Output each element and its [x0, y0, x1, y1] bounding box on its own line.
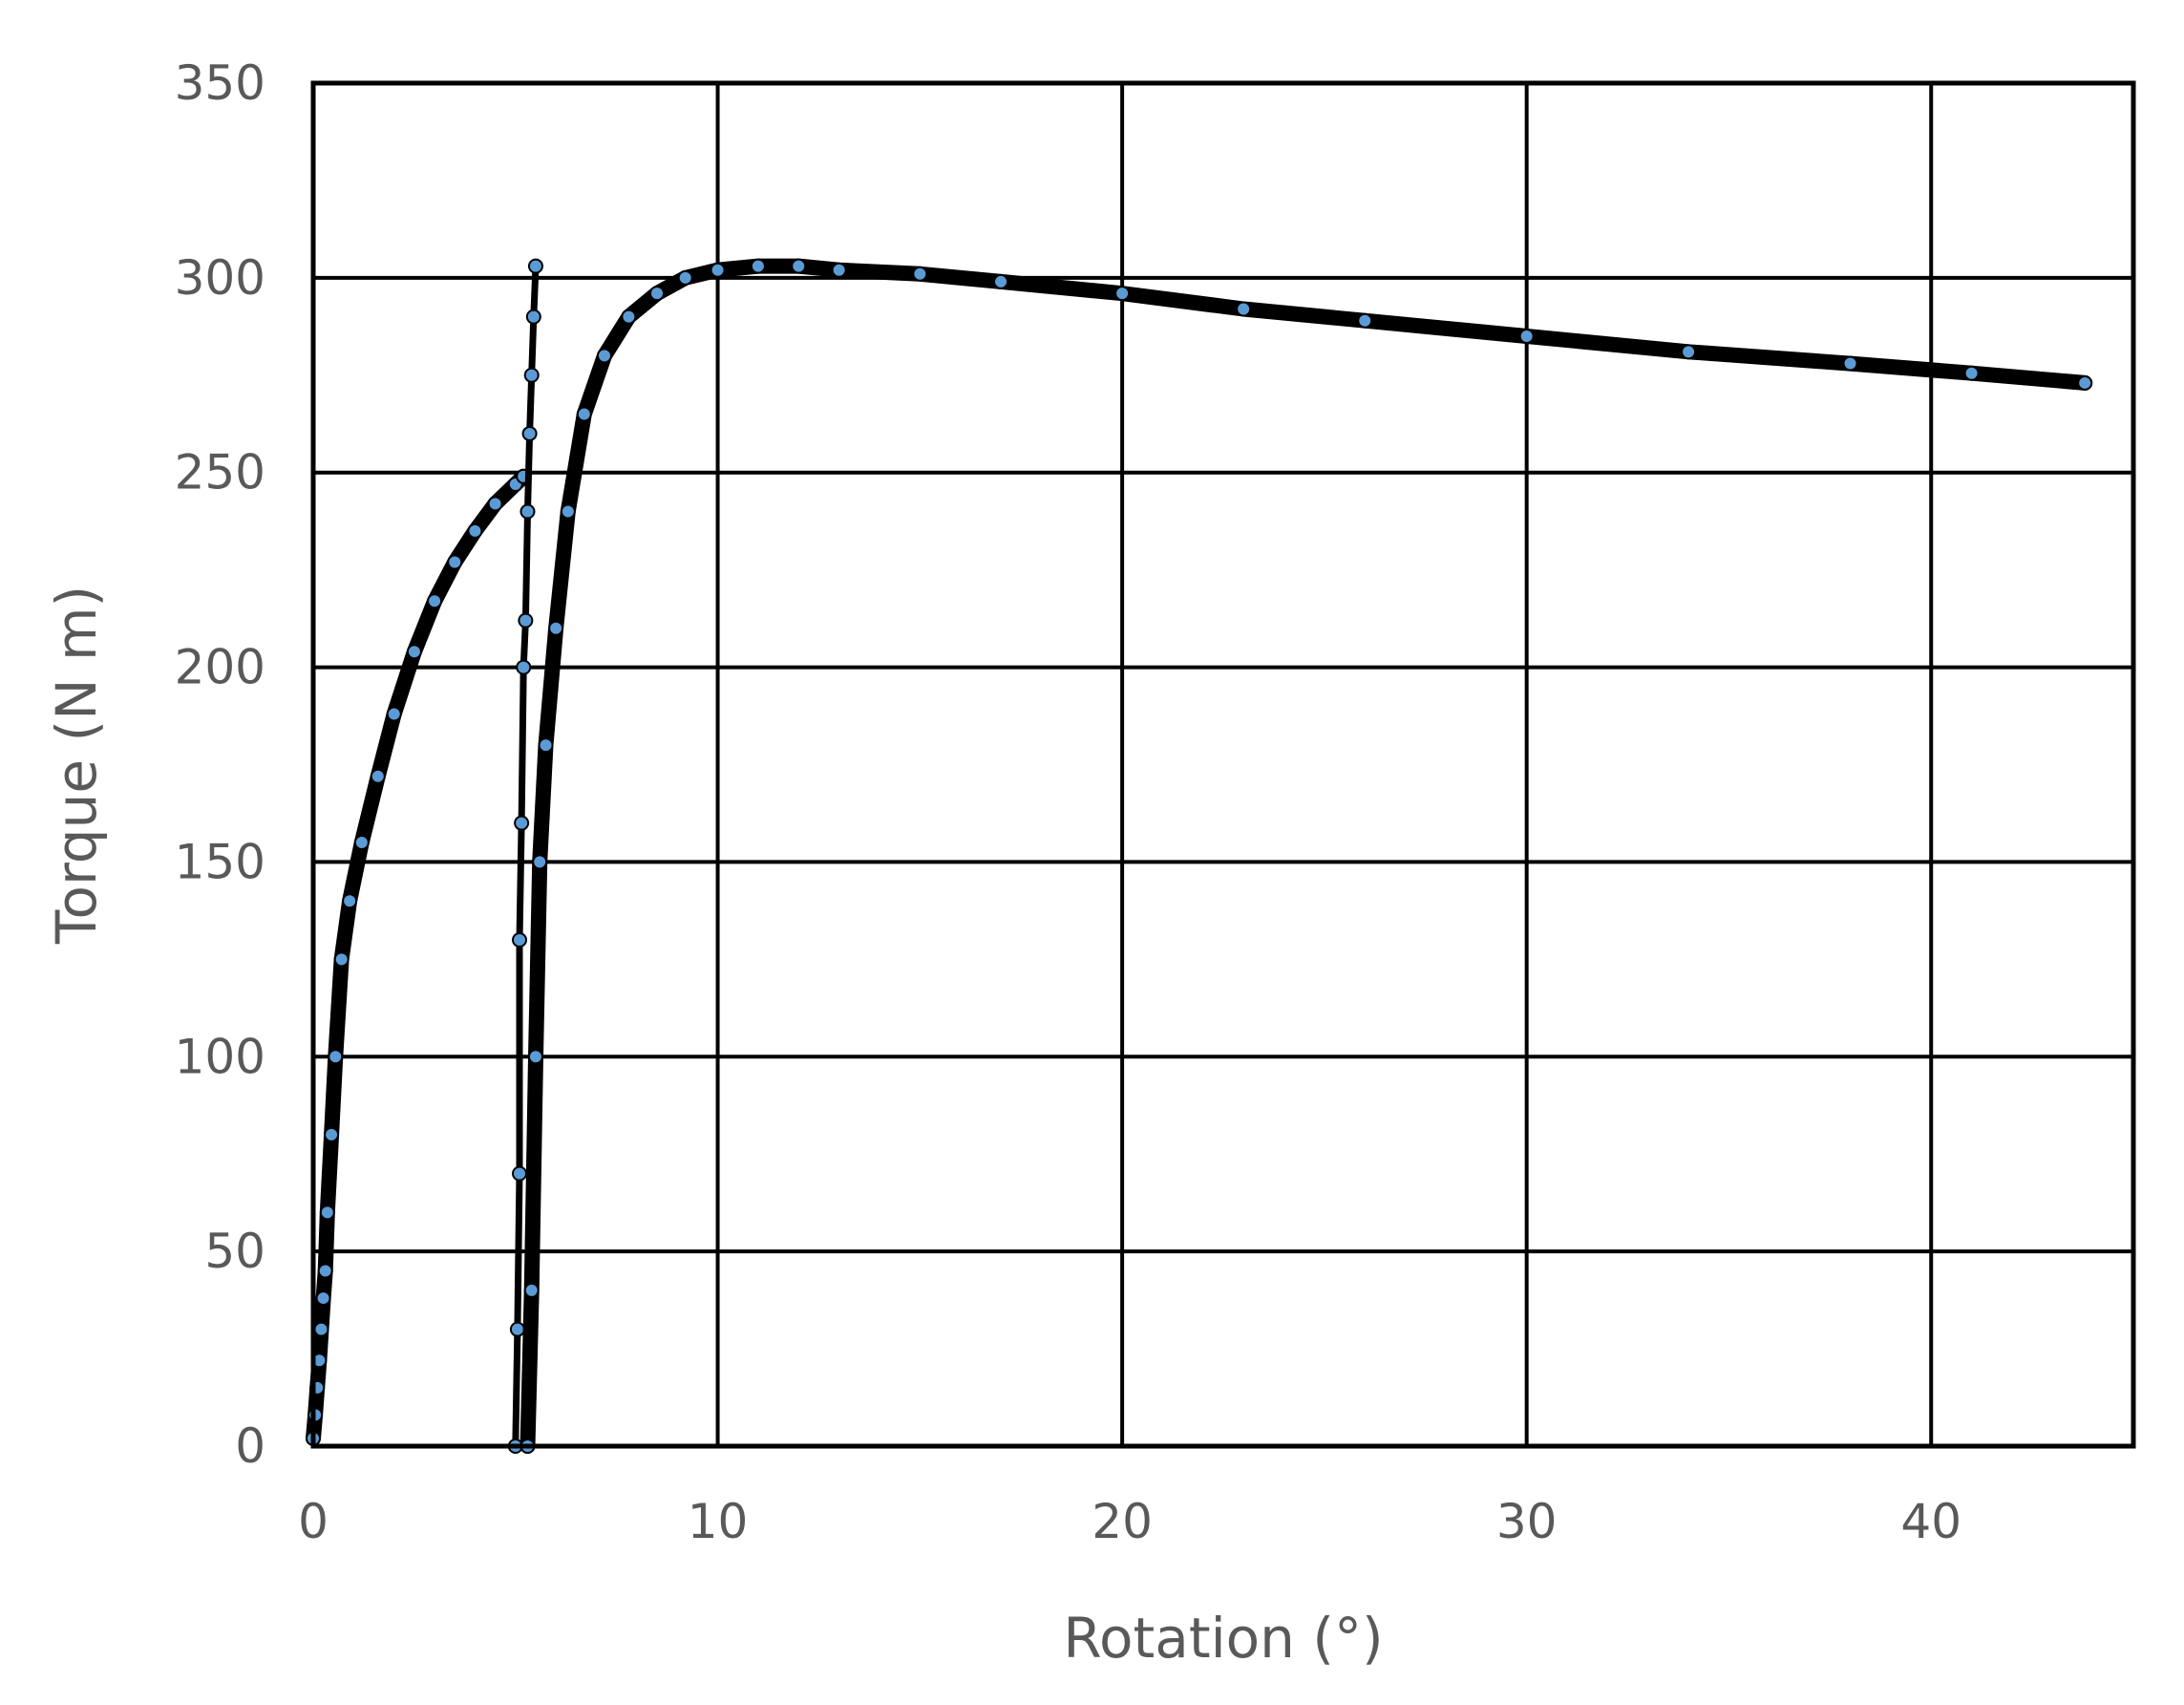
data-point: [313, 1321, 329, 1337]
data-point: [427, 593, 443, 609]
data-point: [315, 1290, 331, 1307]
data-point: [527, 1049, 543, 1065]
data-point: [328, 1049, 344, 1065]
plot-area-border: [310, 80, 2136, 1449]
data-point: [538, 737, 554, 754]
data-point: [512, 931, 528, 948]
data-point: [1963, 365, 1980, 381]
data-point: [791, 258, 807, 274]
data-point: [319, 1204, 335, 1221]
data-point: [677, 269, 693, 286]
data-point: [523, 1282, 540, 1298]
y-tick-label: 250: [175, 445, 265, 501]
data-point: [324, 1126, 340, 1142]
data-point: [342, 893, 358, 909]
data-point: [487, 496, 503, 512]
data-point: [560, 503, 576, 520]
data-point: [1236, 301, 1252, 317]
y-tick-label: 350: [175, 55, 265, 111]
data-point: [406, 644, 422, 660]
data-point: [831, 262, 847, 278]
data-point: [621, 309, 637, 325]
data-point: [1681, 344, 1697, 360]
data-point: [2077, 374, 2093, 391]
y-tick-label: 50: [204, 1224, 265, 1279]
y-tick-label: 300: [175, 250, 265, 306]
x-axis-title: Rotation (°): [1063, 1606, 1383, 1671]
data-point: [521, 425, 538, 441]
data-series: [306, 258, 2093, 1454]
data-point: [467, 522, 483, 539]
series-1-line: [306, 468, 532, 1446]
x-tick-label: 0: [298, 1494, 329, 1549]
data-point: [370, 768, 386, 784]
x-tick-label: 20: [1092, 1494, 1153, 1549]
x-tick-label: 10: [688, 1494, 749, 1549]
data-point: [518, 612, 534, 629]
series-3: [519, 258, 2093, 1454]
data-point: [1357, 312, 1373, 329]
y-tick-label: 200: [175, 640, 265, 695]
y-tick-label: 150: [175, 834, 265, 889]
data-point: [516, 659, 532, 675]
data-point: [317, 1263, 333, 1279]
data-point: [596, 348, 612, 364]
data-point: [1842, 355, 1858, 372]
data-point: [447, 554, 463, 570]
data-point: [512, 1165, 528, 1182]
data-point: [710, 262, 726, 278]
series-2: [507, 258, 543, 1454]
data-point: [386, 706, 402, 722]
series-3-line: [519, 258, 2093, 1454]
x-tick-label: 30: [1496, 1494, 1558, 1549]
data-point: [993, 273, 1009, 289]
series-1: [306, 468, 532, 1446]
data-point: [532, 854, 548, 870]
y-tick-label: 100: [175, 1029, 265, 1084]
data-point: [1114, 286, 1131, 302]
data-point: [576, 406, 592, 422]
x-tick-label: 40: [1900, 1494, 1961, 1549]
data-point: [523, 367, 540, 383]
data-point: [548, 620, 564, 636]
data-point: [519, 503, 536, 520]
data-point: [509, 1321, 525, 1337]
y-tick-label: 0: [235, 1418, 265, 1474]
data-point: [750, 258, 766, 274]
data-point: [353, 835, 370, 851]
data-point: [527, 258, 543, 274]
data-point: [912, 266, 928, 282]
data-point: [514, 815, 530, 831]
data-point: [1518, 329, 1535, 345]
series-2-line: [512, 263, 540, 1450]
data-point: [525, 309, 541, 325]
y-axis-title: Torque (N m): [44, 586, 109, 945]
data-point: [649, 286, 666, 302]
data-point: [333, 951, 350, 968]
tick-labels: 0 10 20 30 40 0 50 100 150 200 250 300 350: [175, 55, 1961, 1549]
